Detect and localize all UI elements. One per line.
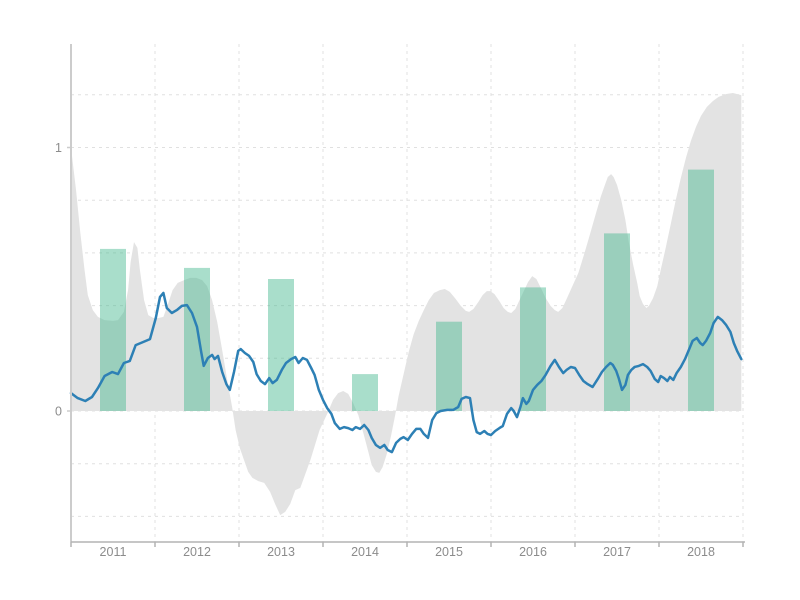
x-axis-label-2015: 2015 (435, 545, 463, 559)
x-axis-label-2013: 2013 (267, 545, 295, 559)
bar-2011[interactable] (100, 248, 126, 411)
y-axis-label-1: 1 (55, 141, 62, 155)
bar-2018[interactable] (688, 169, 714, 411)
x-axis-label-2014: 2014 (351, 545, 379, 559)
x-axis-label-2016: 2016 (519, 545, 547, 559)
x-axis-label-2012: 2012 (183, 545, 211, 559)
bar-2013[interactable] (268, 279, 294, 411)
y-axis-label-0: 0 (55, 405, 62, 419)
bar-2014[interactable] (352, 374, 378, 411)
bar-2015[interactable] (436, 321, 462, 411)
x-axis-label-2017: 2017 (603, 545, 631, 559)
x-axis-label-2011: 2011 (100, 545, 127, 559)
bar-2012[interactable] (184, 267, 210, 411)
line-series[interactable] (69, 291, 743, 454)
area-series (71, 93, 742, 516)
x-axis-label-2018: 2018 (687, 545, 715, 559)
